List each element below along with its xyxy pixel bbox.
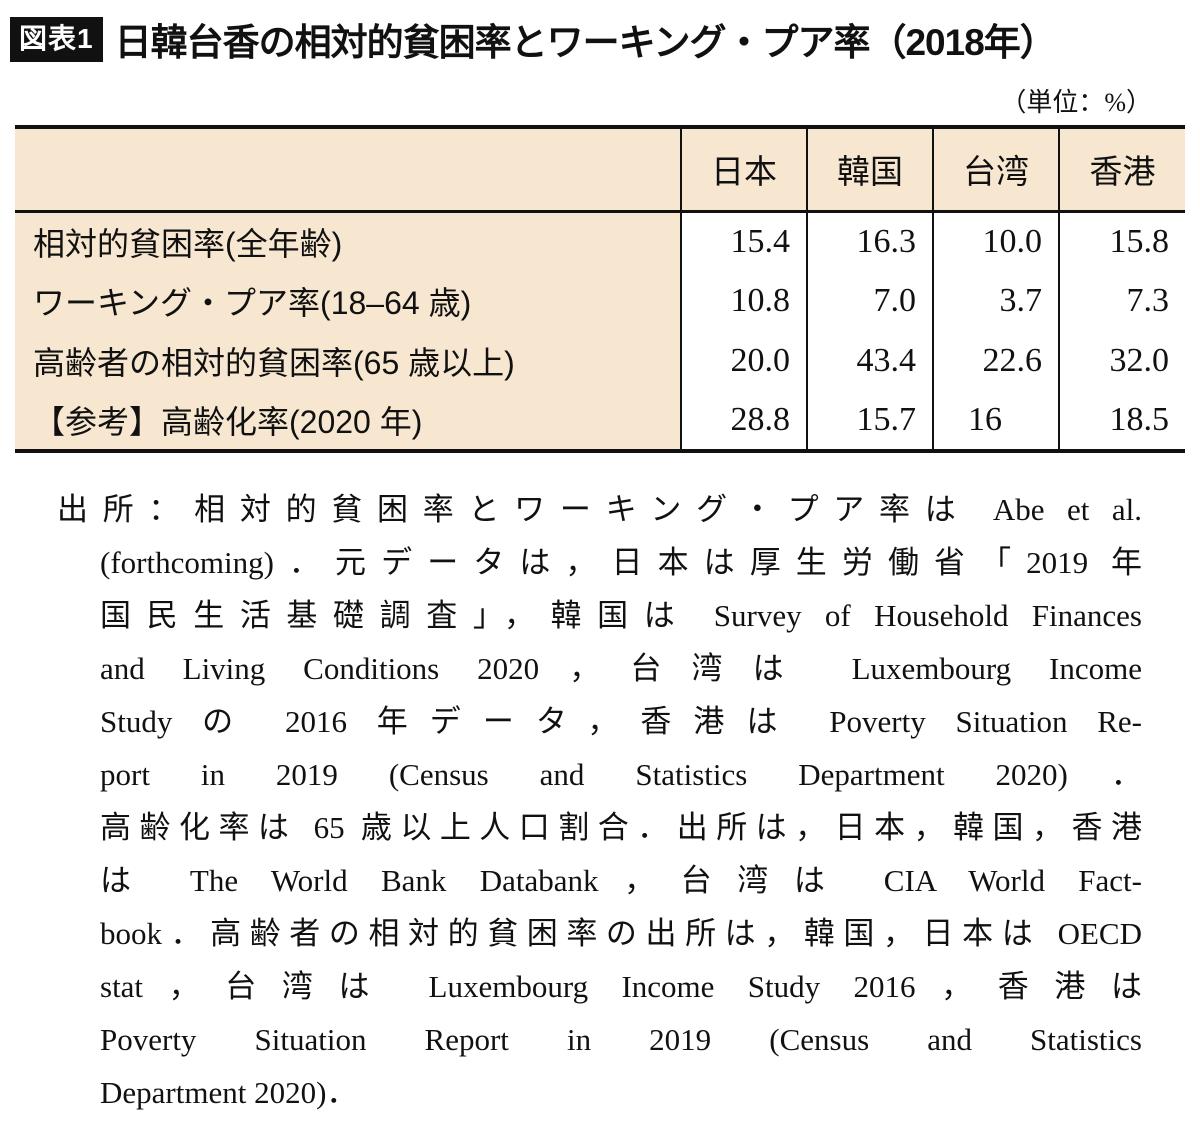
table-cell: 7.3 bbox=[1058, 271, 1185, 331]
column-header-japan: 日本 bbox=[680, 127, 807, 213]
table-cell: 7.0 bbox=[806, 271, 933, 331]
source-line: Poverty Situation Report in 2019 (Census… bbox=[100, 1022, 1142, 1057]
table-cell: 15.7 bbox=[806, 391, 933, 451]
figure-header: 図表1 日韓台香の相対的貧困率とワーキング・プア率（2018年） bbox=[0, 0, 1200, 66]
table-row-relative-poverty: 相対的貧困率(全年齢) 15.4 16.3 10.0 15.8 bbox=[15, 211, 1185, 271]
table-cell: 20.0 bbox=[680, 331, 807, 391]
poverty-rate-table: 日本 韓国 台湾 香港 相対的貧困率(全年齢) 15.4 16.3 10.0 1… bbox=[15, 125, 1185, 453]
source-line: Department 2020)． bbox=[100, 1075, 358, 1110]
source-line: は The World Bank Databank，台湾は CIA World … bbox=[100, 863, 1142, 898]
column-header-hongkong: 香港 bbox=[1058, 127, 1185, 213]
table-header-row: 日本 韓国 台湾 香港 bbox=[15, 127, 1185, 213]
table-cell: 32.0 bbox=[1058, 331, 1185, 391]
source-line: book．高齢者の相対的貧困率の出所は，韓国，日本は OECD bbox=[100, 916, 1142, 951]
source-line: 国民生活基礎調査」，韓国は Survey of Household Financ… bbox=[100, 598, 1142, 633]
table-cell: 10.0 bbox=[932, 211, 1059, 271]
table-cell: 18.5 bbox=[1058, 391, 1185, 451]
table-row-aging-rate: 【参考】高齢化率(2020 年) 28.8 15.7 16 18.5 bbox=[15, 391, 1185, 451]
table-cell: 10.8 bbox=[680, 271, 807, 331]
table-cell: 22.6 bbox=[932, 331, 1059, 391]
source-line: Study の 2016 年データ，香港は Poverty Situation … bbox=[100, 704, 1142, 739]
unit-note: （単位：%） bbox=[1000, 88, 1152, 117]
column-header-korea: 韓国 bbox=[806, 127, 933, 213]
table-row-working-poor: ワーキング・プア率(18–64 歳) 10.8 7.0 3.7 7.3 bbox=[15, 271, 1185, 331]
source-line: (forthcoming)．元データは，日本は厚生労働省「2019 年 bbox=[100, 545, 1142, 580]
table-cell: 43.4 bbox=[806, 331, 933, 391]
row-label: 高齢者の相対的貧困率(65 歳以上) bbox=[33, 345, 515, 381]
table-row-elderly-poverty: 高齢者の相対的貧困率(65 歳以上) 20.0 43.4 22.6 32.0 bbox=[15, 331, 1185, 391]
row-label-header-empty bbox=[15, 127, 681, 213]
figure-tag-badge: 図表1 bbox=[10, 16, 103, 62]
figure-title: 日韓台香の相対的貧困率とワーキング・プア率（2018年） bbox=[114, 22, 1057, 63]
row-label: 【参考】高齢化率(2020 年) bbox=[33, 404, 423, 440]
table-cell: 15.4 bbox=[680, 211, 807, 271]
column-header-taiwan: 台湾 bbox=[932, 127, 1059, 213]
row-label: 相対的貧困率(全年齢) bbox=[33, 225, 343, 262]
source-line: stat，台湾は Luxembourg Income Study 2016，香港… bbox=[100, 969, 1142, 1004]
table-cell: 3.7 bbox=[932, 271, 1059, 331]
source-line: and Living Conditions 2020，台湾は Luxembour… bbox=[100, 651, 1142, 686]
table-cell: 16 bbox=[932, 391, 1059, 451]
table-cell: 28.8 bbox=[680, 391, 807, 451]
source-line: port in 2019 (Census and Statistics Depa… bbox=[100, 757, 1142, 792]
table-cell: 15.8 bbox=[1058, 211, 1185, 271]
source-note: 出所：相対的貧困率とワーキング・プア率は Abe et al. (forthco… bbox=[57, 483, 1142, 1119]
row-label: ワーキング・プア率(18–64 歳) bbox=[33, 285, 472, 321]
table-cell: 16.3 bbox=[806, 211, 933, 271]
source-line: 高齢化率は 65 歳以上人口割合．出所は，日本，韓国，香港 bbox=[100, 810, 1142, 845]
source-line: 出所：相対的貧困率とワーキング・プア率は Abe et al. bbox=[57, 492, 1142, 527]
